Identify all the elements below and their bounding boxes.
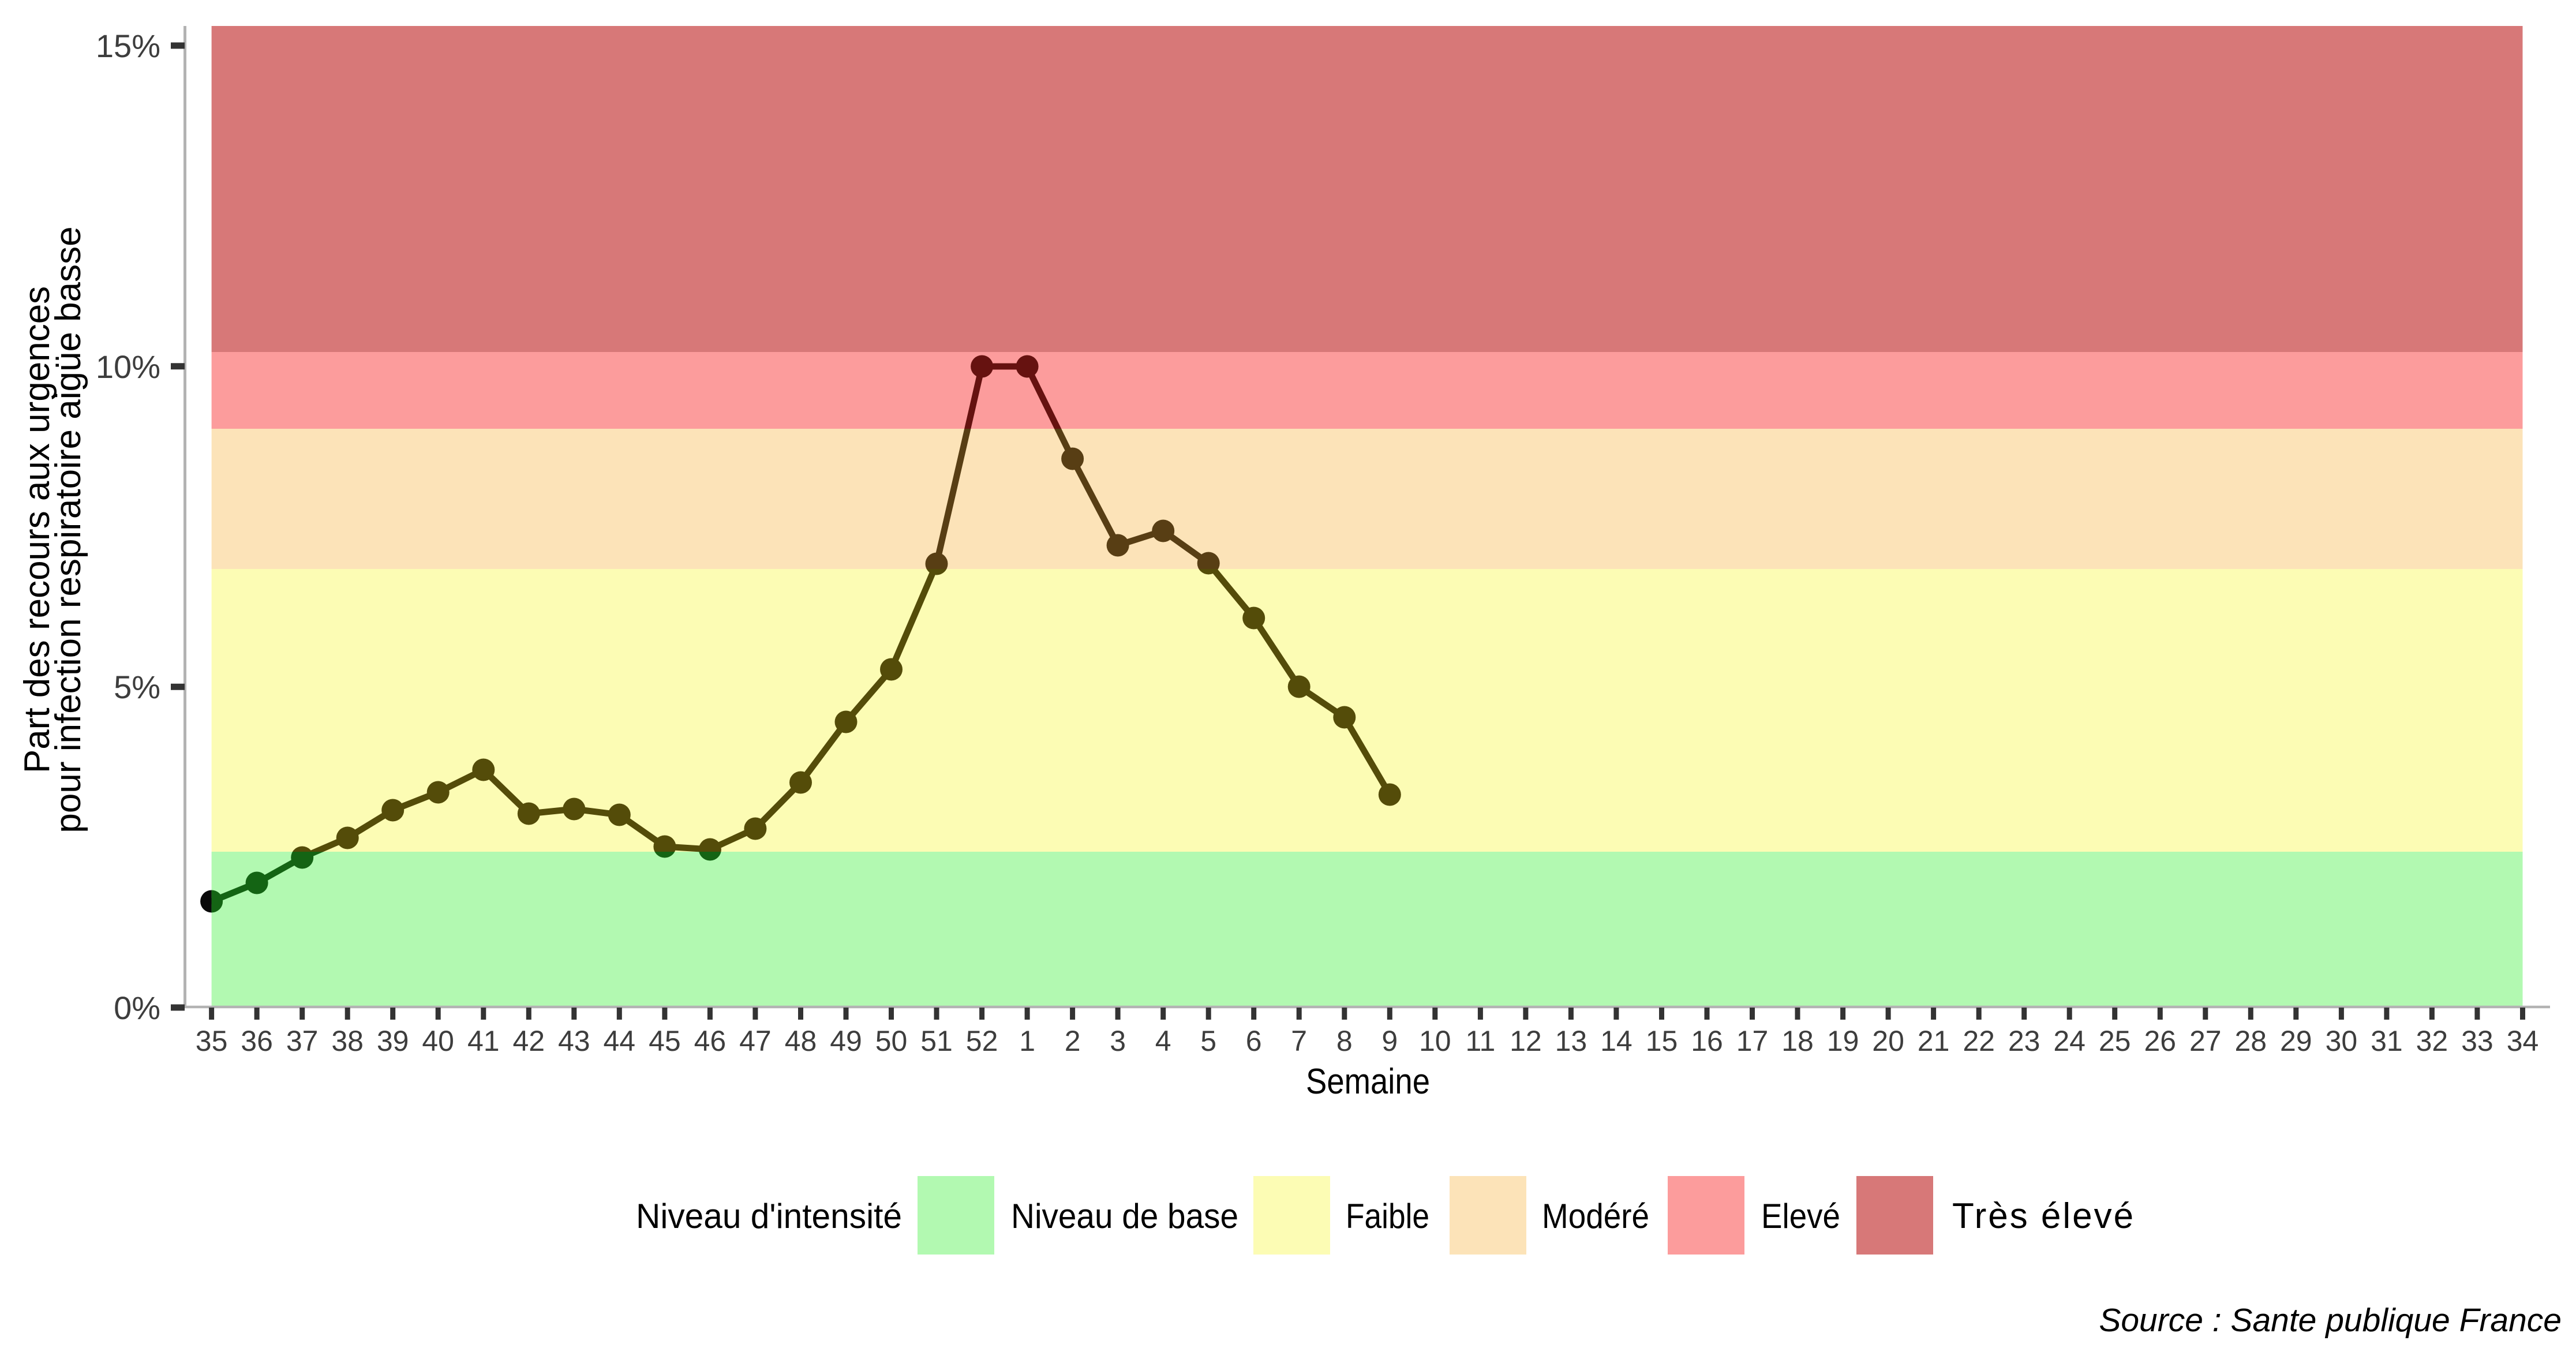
- svg-text:19: 19: [1827, 1025, 1859, 1057]
- svg-text:25: 25: [2099, 1025, 2131, 1057]
- svg-text:16: 16: [1691, 1025, 1723, 1057]
- svg-text:Très élevé: Très élevé: [1952, 1196, 2135, 1236]
- svg-text:33: 33: [2461, 1025, 2493, 1057]
- svg-text:13: 13: [1555, 1025, 1587, 1057]
- svg-text:35: 35: [196, 1025, 228, 1057]
- svg-text:5%: 5%: [114, 669, 160, 705]
- svg-text:9: 9: [1381, 1025, 1398, 1057]
- svg-text:32: 32: [2416, 1025, 2448, 1057]
- svg-text:Source : Sante publique France: Source : Sante publique France: [2099, 1302, 2562, 1339]
- svg-text:23: 23: [2008, 1025, 2040, 1057]
- svg-text:47: 47: [739, 1025, 772, 1057]
- svg-text:12: 12: [1510, 1025, 1542, 1057]
- svg-text:15: 15: [1646, 1025, 1678, 1057]
- svg-text:39: 39: [377, 1025, 409, 1057]
- svg-text:37: 37: [286, 1025, 319, 1057]
- svg-text:44: 44: [603, 1025, 635, 1057]
- svg-text:46: 46: [694, 1025, 727, 1057]
- svg-text:Part des recours aux urgences: Part des recours aux urgences: [17, 286, 57, 773]
- svg-text:48: 48: [785, 1025, 817, 1057]
- svg-text:6: 6: [1246, 1025, 1262, 1057]
- svg-text:22: 22: [1963, 1025, 1995, 1057]
- svg-text:Faible: Faible: [1346, 1197, 1429, 1235]
- svg-text:1: 1: [1019, 1025, 1035, 1057]
- svg-text:0%: 0%: [114, 990, 160, 1026]
- svg-text:38: 38: [331, 1025, 364, 1057]
- svg-text:30: 30: [2326, 1025, 2358, 1057]
- svg-text:20: 20: [1872, 1025, 1904, 1057]
- svg-text:7: 7: [1291, 1025, 1307, 1057]
- svg-text:41: 41: [467, 1025, 500, 1057]
- svg-text:52: 52: [966, 1025, 998, 1057]
- svg-text:8: 8: [1336, 1025, 1353, 1057]
- svg-text:Niveau de base: Niveau de base: [1011, 1197, 1238, 1235]
- svg-text:11: 11: [1465, 1025, 1495, 1057]
- svg-text:5: 5: [1200, 1025, 1216, 1057]
- svg-text:28: 28: [2234, 1025, 2267, 1057]
- svg-text:3: 3: [1110, 1025, 1126, 1057]
- svg-text:21: 21: [1918, 1025, 1950, 1057]
- svg-text:45: 45: [649, 1025, 681, 1057]
- svg-text:4: 4: [1155, 1025, 1171, 1057]
- svg-text:36: 36: [241, 1025, 273, 1057]
- svg-text:Niveau d'intensité: Niveau d'intensité: [636, 1197, 902, 1235]
- svg-text:Modéré: Modéré: [1542, 1197, 1649, 1235]
- svg-text:Elevé: Elevé: [1761, 1197, 1840, 1235]
- svg-text:24: 24: [2053, 1025, 2085, 1057]
- svg-text:pour infection respiratoire ai: pour infection respiratoire aigüe basse: [48, 226, 88, 833]
- svg-text:34: 34: [2507, 1025, 2539, 1057]
- svg-text:27: 27: [2189, 1025, 2222, 1057]
- svg-text:42: 42: [512, 1025, 545, 1057]
- svg-text:10%: 10%: [96, 349, 160, 385]
- svg-text:40: 40: [422, 1025, 454, 1057]
- svg-text:Semaine: Semaine: [1306, 1062, 1430, 1102]
- svg-text:18: 18: [1781, 1025, 1814, 1057]
- svg-text:17: 17: [1736, 1025, 1769, 1057]
- svg-text:51: 51: [920, 1025, 953, 1057]
- svg-text:2: 2: [1065, 1025, 1081, 1057]
- svg-text:15%: 15%: [96, 28, 160, 64]
- svg-text:50: 50: [875, 1025, 908, 1057]
- svg-text:26: 26: [2144, 1025, 2176, 1057]
- svg-text:31: 31: [2371, 1025, 2403, 1057]
- svg-text:29: 29: [2280, 1025, 2312, 1057]
- svg-text:43: 43: [558, 1025, 590, 1057]
- svg-text:14: 14: [1600, 1025, 1633, 1057]
- svg-text:49: 49: [830, 1025, 862, 1057]
- svg-text:10: 10: [1419, 1025, 1451, 1057]
